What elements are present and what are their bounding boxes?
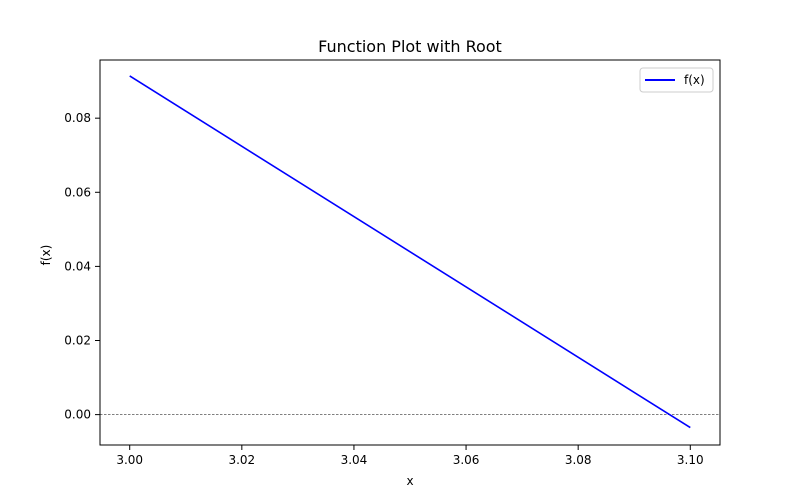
y-tick-label: 0.00 bbox=[64, 408, 91, 422]
x-tick-label: 3.02 bbox=[228, 453, 255, 467]
series-line-fx bbox=[129, 75, 691, 429]
y-tick-label: 0.02 bbox=[64, 334, 91, 348]
legend: f(x) bbox=[639, 67, 714, 93]
legend-label: f(x) bbox=[684, 73, 705, 87]
y-axis-label: f(x) bbox=[39, 245, 53, 266]
plot-frame bbox=[99, 59, 721, 446]
x-tick-label: 3.06 bbox=[453, 453, 480, 467]
x-tick-label: 3.04 bbox=[341, 453, 368, 467]
x-tick-label: 3.00 bbox=[116, 453, 143, 467]
y-tick-label: 0.04 bbox=[64, 259, 91, 273]
chart-title: Function Plot with Root bbox=[318, 37, 502, 56]
y-tick-label: 0.06 bbox=[64, 185, 91, 199]
x-axis-label: x bbox=[406, 474, 413, 488]
x-tick-label: 3.08 bbox=[565, 453, 592, 467]
legend-box bbox=[639, 67, 714, 93]
x-tick-label: 3.10 bbox=[677, 453, 704, 467]
y-tick-label: 0.08 bbox=[64, 111, 91, 125]
plot-area: 3.00 3.02 3.04 3.06 3.08 3.10 0.00 0.02 0.04 0.06… bbox=[64, 75, 720, 467]
